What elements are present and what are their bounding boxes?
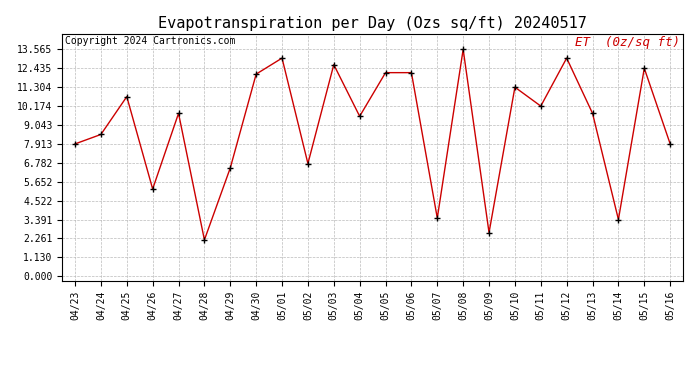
Text: ET  (0z/sq ft): ET (0z/sq ft): [575, 36, 680, 49]
Text: Copyright 2024 Cartronics.com: Copyright 2024 Cartronics.com: [65, 36, 235, 46]
Title: Evapotranspiration per Day (Ozs sq/ft) 20240517: Evapotranspiration per Day (Ozs sq/ft) 2…: [158, 16, 587, 31]
